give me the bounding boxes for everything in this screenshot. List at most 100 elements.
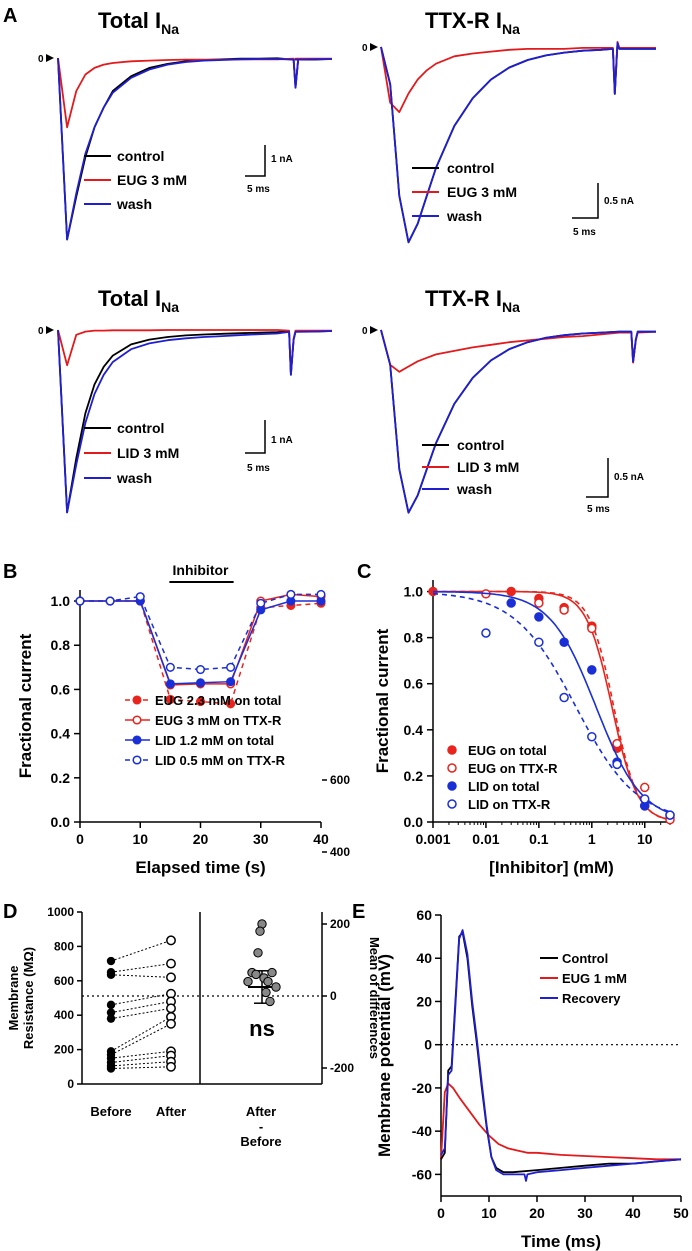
data-point bbox=[165, 679, 175, 689]
trace-4-legend-wash: wash bbox=[456, 481, 492, 497]
data-point bbox=[226, 677, 236, 687]
trace-4-zero-marker: 0 bbox=[362, 326, 378, 337]
fit-curve-2 bbox=[433, 590, 671, 814]
trace-2-scale-bar: 0.5 nA 5 ms bbox=[572, 183, 634, 238]
x-axis-label: [Inhibitor] (mM) bbox=[489, 858, 614, 877]
difference-point bbox=[261, 987, 271, 998]
x-category-before: Before bbox=[90, 1104, 131, 1119]
trace-series-control bbox=[57, 57, 333, 241]
x-category-after: After bbox=[156, 1104, 186, 1119]
data-point bbox=[587, 665, 597, 675]
trace-3-legend-control: control bbox=[117, 420, 164, 436]
trace-eug-1-mm bbox=[440, 1082, 681, 1161]
data-point bbox=[534, 598, 544, 608]
y-tick-label: 0.4 bbox=[404, 722, 424, 738]
x-tick-label: 0 bbox=[76, 831, 84, 847]
legend-marker bbox=[447, 799, 457, 809]
trace-series-control bbox=[380, 329, 656, 514]
y-tick-label: 0.8 bbox=[51, 637, 71, 653]
paired-line bbox=[110, 1023, 172, 1056]
trace-4-scale-bar: 0.5 nA 5 ms bbox=[586, 458, 644, 515]
data-point bbox=[195, 697, 206, 707]
x-tick-label: 50 bbox=[673, 1205, 689, 1221]
trace-plot-3 bbox=[57, 329, 333, 514]
legend-label: LID on TTX-R bbox=[468, 797, 551, 812]
trace-series-wash bbox=[380, 329, 656, 514]
y-tick-label: 0.2 bbox=[404, 768, 424, 784]
svg-text:5 ms: 5 ms bbox=[573, 227, 596, 238]
paired-line bbox=[110, 1055, 172, 1063]
svg-text:0: 0 bbox=[38, 54, 44, 65]
trace-2-title: TTX-R INa bbox=[425, 8, 520, 37]
right-y-axis-label: Mean of differences bbox=[367, 937, 382, 1059]
trace-4-title: TTX-R INa bbox=[425, 286, 520, 315]
y-tick-label: 40 bbox=[416, 950, 432, 966]
x-tick-label: 10 bbox=[481, 1205, 497, 1221]
y-tick-label: 20 bbox=[416, 993, 432, 1009]
data-point bbox=[256, 598, 266, 608]
svg-text:1 nA: 1 nA bbox=[271, 154, 293, 165]
y-tick-label: 0.2 bbox=[51, 770, 71, 786]
data-point bbox=[195, 664, 206, 675]
after-point bbox=[166, 958, 176, 969]
difference-point bbox=[265, 996, 275, 1007]
legend-label: Recovery bbox=[562, 991, 621, 1006]
trace-1-legend-control: control bbox=[117, 148, 164, 164]
right-y-tick-label: -200 bbox=[330, 1061, 354, 1075]
difference-point bbox=[271, 982, 281, 992]
trace-series-wash bbox=[57, 57, 333, 241]
y-tick-label: -40 bbox=[412, 1123, 432, 1139]
trace-series-wash bbox=[57, 329, 333, 514]
trace-1-zero-marker: 0 bbox=[38, 54, 54, 65]
left-y-axis-label-line2: Resistance (MΩ) bbox=[21, 947, 36, 1049]
svg-text:0: 0 bbox=[362, 43, 368, 54]
series-line-3 bbox=[80, 593, 321, 671]
y-tick-label: 0.4 bbox=[51, 726, 71, 742]
x-category-difference: - bbox=[259, 1119, 263, 1134]
trace-1-legend: control EUG 3 mM wash bbox=[84, 148, 187, 212]
svg-text:0.5 nA: 0.5 nA bbox=[604, 196, 634, 207]
trace-2-legend: control EUG 3 mM wash bbox=[412, 160, 517, 224]
x-tick-label: 10 bbox=[132, 831, 148, 847]
legend-label: LID 0.5 mM on TTX-R bbox=[155, 753, 286, 768]
trace-2-legend-wash: wash bbox=[446, 208, 482, 224]
before-point bbox=[106, 1064, 116, 1073]
right-y-tick-label: 400 bbox=[330, 845, 350, 859]
paired-line bbox=[110, 939, 172, 962]
difference-point bbox=[251, 969, 261, 980]
legend-marker bbox=[132, 695, 142, 705]
legend-marker bbox=[447, 763, 457, 773]
left-y-tick-label: 600 bbox=[54, 974, 74, 988]
legend-label: EUG on TTX-R bbox=[468, 761, 558, 776]
data-point bbox=[165, 694, 175, 704]
x-tick-label: 30 bbox=[577, 1205, 593, 1221]
y-tick-label: 60 bbox=[416, 907, 432, 923]
left-y-tick-label: 0 bbox=[67, 1077, 74, 1091]
trace-series-wash bbox=[380, 42, 656, 244]
legend-label: EUG 2.3 mM on total bbox=[155, 693, 281, 708]
difference-point bbox=[255, 926, 265, 936]
data-point bbox=[587, 623, 597, 634]
data-point bbox=[481, 628, 491, 638]
panel-c-chart: 0.001 0.01 0.1 1 10 0.0 0.2 0.4 0.6 0.8 1.0 [Inhibi… bbox=[373, 580, 675, 877]
after-point bbox=[166, 1061, 176, 1072]
paired-line bbox=[110, 993, 172, 1006]
right-y-tick-label: 600 bbox=[330, 773, 350, 787]
difference-point bbox=[243, 976, 253, 987]
data-point bbox=[165, 662, 175, 672]
paired-line bbox=[110, 1066, 172, 1070]
data-point bbox=[665, 810, 675, 820]
x-category-difference: After bbox=[246, 1104, 276, 1119]
legend-marker bbox=[447, 745, 457, 755]
after-point bbox=[166, 1003, 176, 1014]
trace-plot-1 bbox=[57, 57, 333, 241]
x-tick-label: 40 bbox=[313, 831, 329, 847]
trace-2-legend-drug: EUG 3 mM bbox=[447, 184, 517, 200]
data-point bbox=[534, 637, 544, 647]
data-point bbox=[195, 678, 206, 688]
fit-curve-1 bbox=[433, 590, 671, 821]
svg-text:0: 0 bbox=[362, 326, 368, 337]
svg-text:5 ms: 5 ms bbox=[247, 184, 270, 195]
before-point bbox=[106, 970, 116, 979]
data-point bbox=[316, 589, 326, 599]
